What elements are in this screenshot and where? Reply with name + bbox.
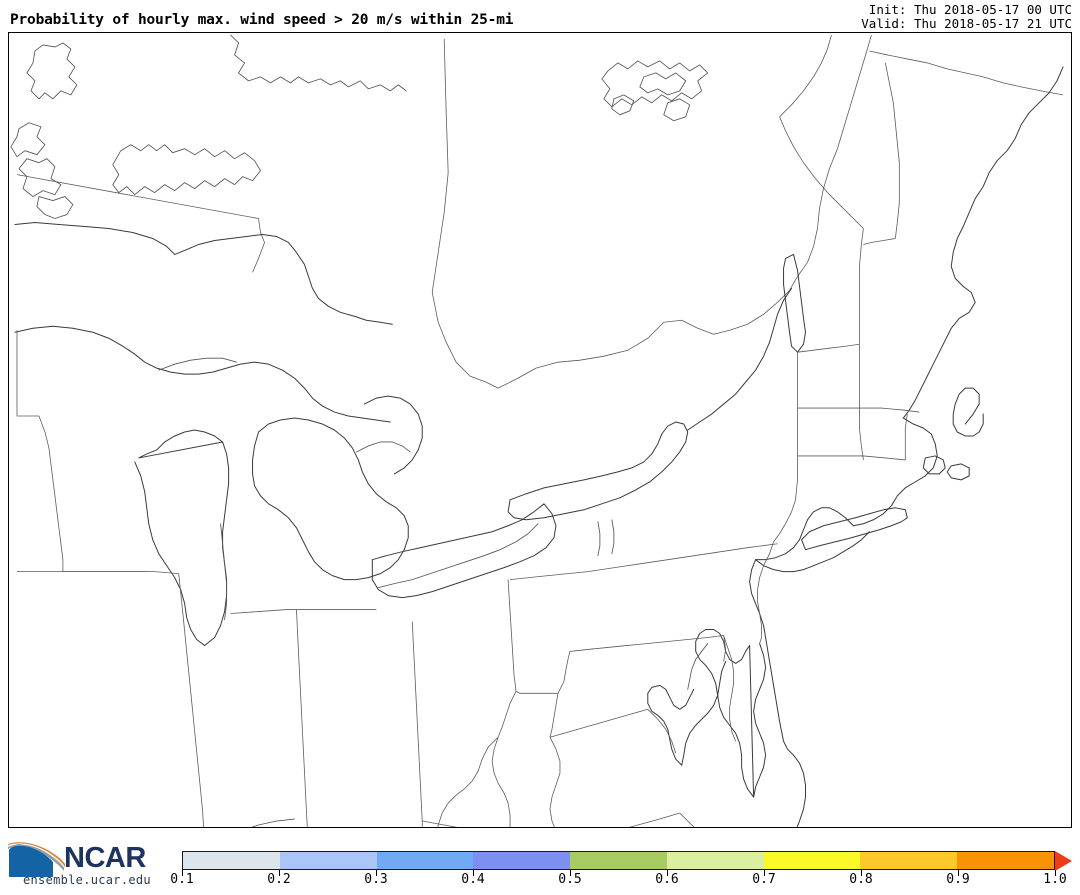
colorbar-bands[interactable]: [182, 851, 1055, 870]
colorbar-label-0.5: 0.5: [558, 872, 582, 887]
colorbar-label-0.3: 0.3: [364, 872, 388, 887]
colorbar-extend-max-arrow: [1055, 850, 1072, 871]
atlantic-coastline: [750, 67, 1063, 827]
colorbar-label-0.6: 0.6: [655, 872, 679, 887]
colorbar[interactable]: [182, 850, 1072, 871]
chesapeake-bay: [648, 629, 766, 797]
colorbar-band-0.7-0.8: [763, 852, 861, 869]
lake-michigan: [135, 430, 229, 645]
lake-huron: [253, 396, 423, 580]
colorbar-tick-0.4: [473, 870, 475, 876]
lake-champlain: [784, 254, 806, 352]
colorbar-band-0.8-0.9: [860, 852, 958, 869]
colorbar-tick-0.6: [667, 870, 669, 876]
international-border: [17, 35, 1063, 388]
ncar-url-label: ensemble.ucar.edu: [23, 873, 151, 887]
colorbar-tick-0.3: [376, 870, 378, 876]
lake-erie: [372, 504, 556, 598]
map-panel[interactable]: [8, 32, 1072, 828]
colorbar-tick-labels: 0.1 0.2 0.3 0.4 0.5 0.6 0.7 0.8 0.9 1.0: [170, 872, 1066, 892]
colorbar-label-0.1: 0.1: [170, 872, 194, 887]
long-island: [802, 508, 908, 550]
colorbar-label-0.4: 0.4: [461, 872, 485, 887]
colorbar-tick-0.1: [182, 870, 184, 876]
forecast-timestamps: Init: Thu 2018-05-17 00 UTC Valid: Thu 2…: [861, 3, 1072, 31]
colorbar-ticks: [182, 870, 1057, 878]
colorbar-band-0.1-0.2: [183, 852, 280, 869]
colorbar-label-0.7: 0.7: [752, 872, 776, 887]
colorbar-band-0.6-0.7: [666, 852, 764, 869]
colorbar-band-0.2-0.3: [279, 852, 377, 869]
lake-superior: [15, 223, 392, 422]
cape-cod: [923, 388, 983, 480]
valid-time-label: Valid: Thu 2018-05-17 21 UTC: [861, 16, 1072, 31]
page-title: Probability of hourly max. wind speed > …: [10, 12, 514, 28]
colorbar-band-0.9-1.0: [957, 852, 1055, 869]
colorbar-tick-0.8: [861, 870, 863, 876]
colorbar-tick-0.5: [570, 870, 572, 876]
finger-lakes: [598, 520, 614, 556]
colorbar-tick-0.9: [958, 870, 960, 876]
lake-ontario: [508, 422, 688, 520]
canada-lakes-group: [11, 35, 708, 219]
west-virginia-outline: [436, 737, 562, 827]
colorbar-band-0.5-0.6: [570, 852, 667, 869]
colorbar-tick-0.7: [764, 870, 766, 876]
ncar-wordmark: NCAR: [64, 842, 146, 874]
st-lawrence-river: [688, 288, 792, 430]
colorbar-band-0.3-0.4: [376, 852, 474, 869]
ncar-logo-mark: [7, 842, 65, 877]
state-borders: [17, 35, 919, 827]
colorbar-tick-0.2: [279, 870, 281, 876]
colorbar-tick-1.0: [1055, 870, 1057, 876]
colorbar-label-0.9: 0.9: [946, 872, 970, 887]
colorbar-label-1.0: 1.0: [1043, 872, 1067, 887]
colorbar-label-0.2: 0.2: [267, 872, 291, 887]
colorbar-band-0.4-0.5: [473, 852, 571, 869]
init-time-label: Init: Thu 2018-05-17 00 UTC: [868, 2, 1072, 17]
inland-rivers: [205, 819, 295, 827]
map-geography: [9, 33, 1071, 827]
ncar-logo[interactable]: NCAR ensemble.ucar.edu: [6, 840, 171, 890]
colorbar-label-0.8: 0.8: [849, 872, 873, 887]
